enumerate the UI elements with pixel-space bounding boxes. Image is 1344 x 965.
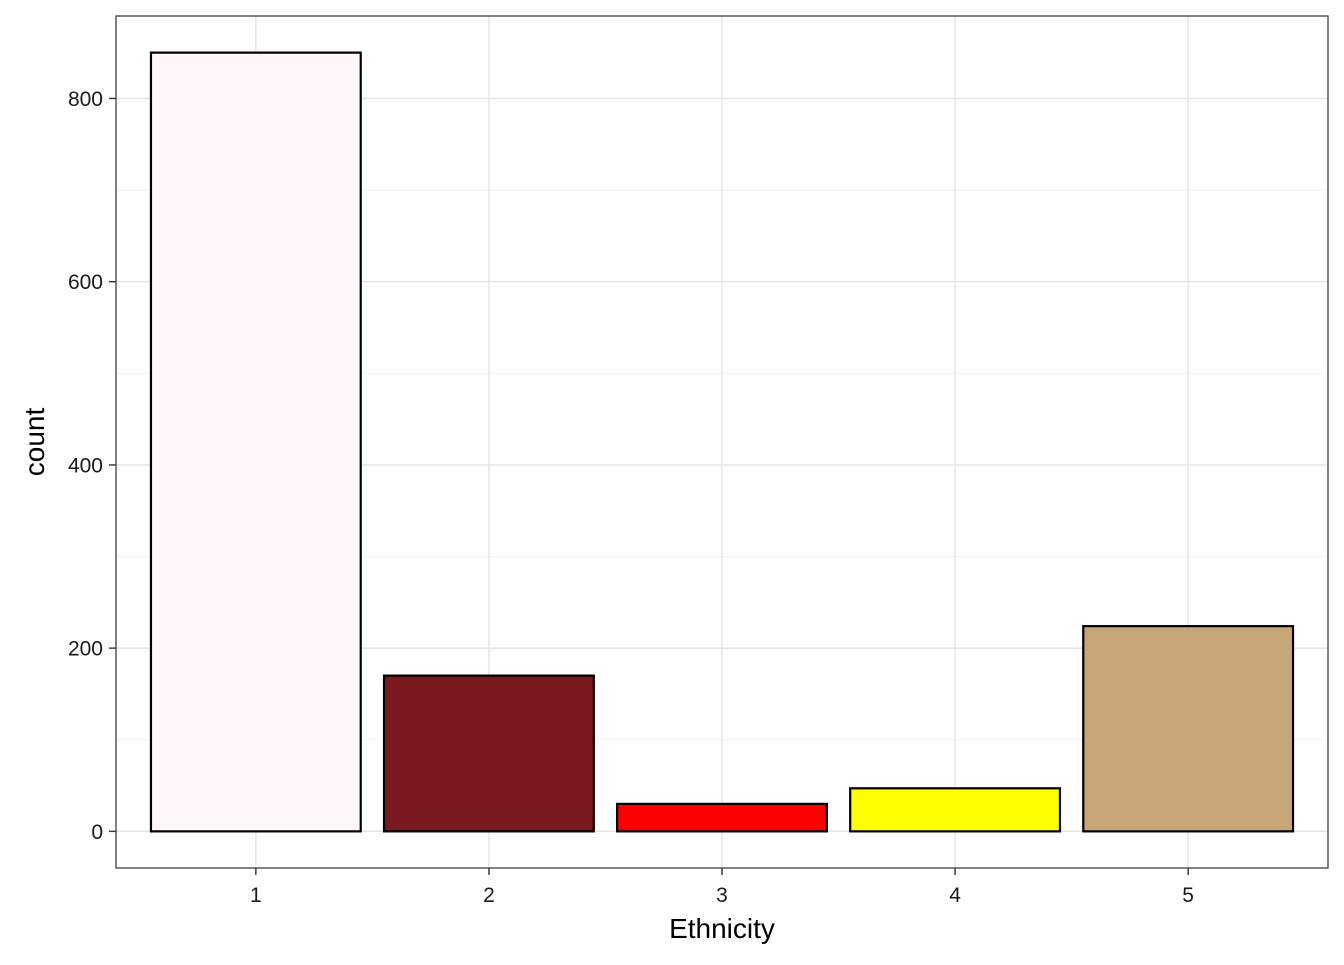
- bar-3: [616, 802, 828, 833]
- x-tick-label: 4: [949, 884, 961, 907]
- tick-labels: 0 200 400 600 800 1 2 3 4 5: [68, 88, 1194, 907]
- y-tick-label: 200: [68, 638, 103, 661]
- bars: [149, 51, 1295, 833]
- x-axis-title: Ethnicity: [669, 913, 775, 944]
- y-tick-label: 400: [68, 454, 103, 477]
- y-tick-label: 0: [91, 821, 103, 844]
- bar-4: [849, 787, 1062, 833]
- y-tick-label: 800: [68, 88, 103, 111]
- x-tick-label: 2: [483, 884, 495, 907]
- y-axis-title: count: [19, 408, 50, 477]
- y-tick-label: 600: [68, 271, 103, 294]
- bar-1: [149, 51, 362, 833]
- x-tick-label: 5: [1182, 884, 1194, 907]
- axis-ticks: [109, 97, 1189, 875]
- bar-2: [382, 674, 595, 833]
- bar-5: [1082, 625, 1295, 833]
- x-tick-label: 1: [250, 884, 262, 907]
- x-tick-label: 3: [716, 884, 728, 907]
